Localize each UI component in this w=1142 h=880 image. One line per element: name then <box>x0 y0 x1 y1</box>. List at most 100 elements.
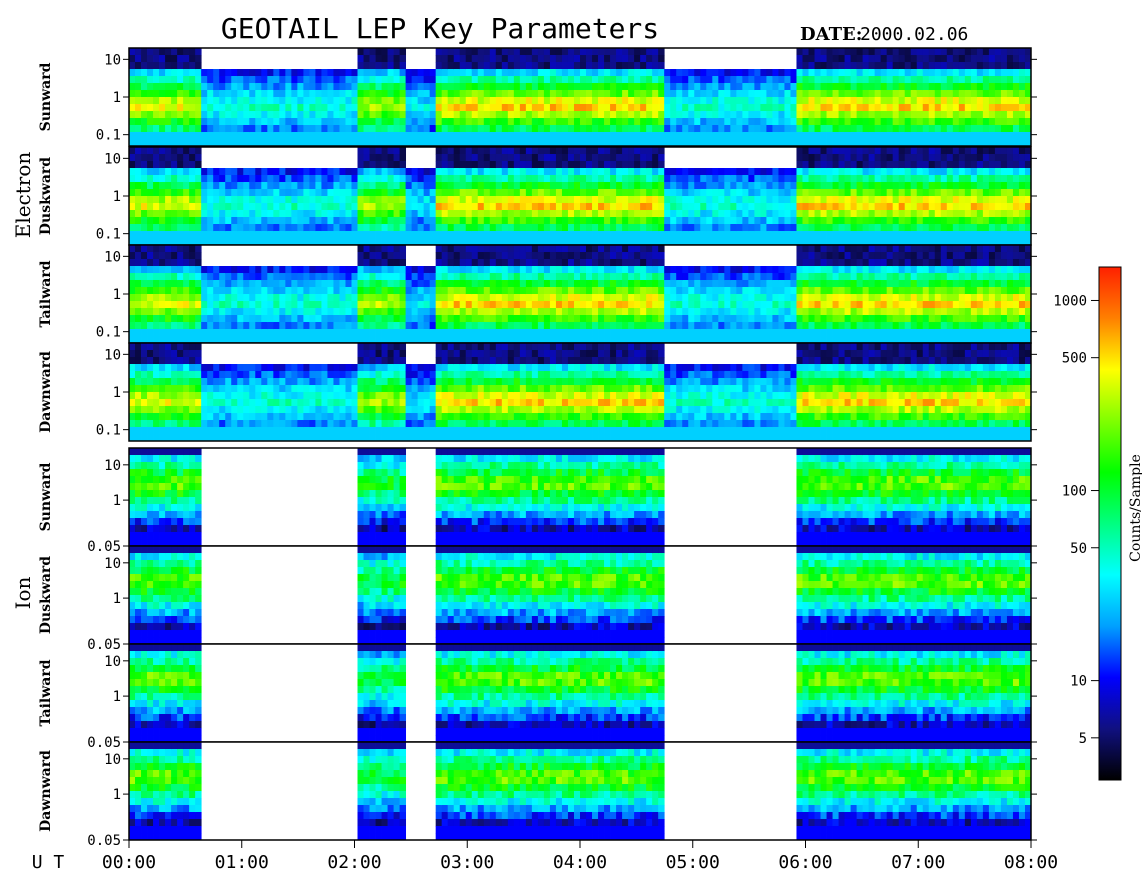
heatmap-cell <box>261 224 268 232</box>
heatmap-cell <box>658 83 665 91</box>
heatmap-cell <box>952 182 960 190</box>
heatmap-cell <box>640 147 647 155</box>
heatmap-cell <box>880 231 888 239</box>
heatmap-cell <box>495 83 503 91</box>
heatmap-cell <box>850 76 858 84</box>
heatmap-cell <box>237 118 244 126</box>
heatmap-cell <box>153 97 160 105</box>
heatmap-cell <box>315 203 322 211</box>
heatmap-cell <box>291 210 298 218</box>
heatmap-cell <box>231 196 238 204</box>
heatmap-cell <box>279 76 286 84</box>
heatmap-cell <box>910 210 918 218</box>
heatmap-cell <box>988 168 996 176</box>
heatmap-cell <box>898 147 906 155</box>
heatmap-cell <box>411 90 419 98</box>
heatmap-cell <box>892 125 900 133</box>
heatmap-cell <box>856 161 864 169</box>
heatmap-cell <box>261 287 268 295</box>
heatmap-cell <box>195 132 202 140</box>
heatmap-cell <box>525 147 533 155</box>
heatmap-cell <box>904 238 912 246</box>
heatmap-cell <box>994 62 1002 70</box>
heatmap-cell <box>147 154 154 162</box>
heatmap-cell <box>447 336 455 344</box>
heatmap-cell <box>519 48 527 56</box>
heatmap-cell <box>537 217 545 225</box>
heatmap-cell <box>694 139 701 147</box>
heatmap-cell <box>255 76 262 84</box>
heatmap-cell <box>225 238 232 246</box>
heatmap-cell <box>561 104 569 112</box>
heatmap-cell <box>375 203 382 211</box>
heatmap-cell <box>441 336 449 344</box>
heatmap-cell <box>429 315 437 323</box>
heatmap-cell <box>1024 97 1032 105</box>
heatmap-cell <box>255 210 262 218</box>
heatmap-cell <box>315 266 322 274</box>
heatmap-cell <box>892 104 900 112</box>
heatmap-cell <box>970 125 978 133</box>
heatmap-cell <box>141 224 148 232</box>
heatmap-cell <box>135 329 142 337</box>
heatmap-cell <box>700 203 707 211</box>
y-tick-label: 1 <box>113 90 121 106</box>
heatmap-cell <box>994 182 1002 190</box>
heatmap-cell <box>796 203 803 211</box>
heatmap-cell <box>393 329 400 337</box>
heatmap-cell <box>471 280 479 288</box>
heatmap-cell <box>171 224 178 232</box>
heatmap-cell <box>285 266 292 274</box>
heatmap-cell <box>507 182 515 190</box>
heatmap-cell <box>580 252 587 260</box>
heatmap-cell <box>964 62 972 70</box>
heatmap-cell <box>567 139 575 147</box>
heatmap-cell <box>622 147 629 155</box>
heatmap-cell <box>273 90 280 98</box>
heatmap-cell <box>1024 175 1032 183</box>
heatmap-cell <box>177 97 184 105</box>
heatmap-cell <box>459 301 467 309</box>
heatmap-cell <box>321 203 328 211</box>
heatmap-cell <box>243 203 250 211</box>
heatmap-cell <box>321 329 328 337</box>
heatmap-cell <box>610 118 617 126</box>
heatmap-cell <box>616 196 623 204</box>
heatmap-cell <box>411 111 419 119</box>
heatmap-cell <box>592 48 599 56</box>
heatmap-cell <box>309 182 316 190</box>
heatmap-cell <box>279 175 286 183</box>
heatmap-cell <box>399 48 407 56</box>
heatmap-cell <box>387 104 394 112</box>
heatmap-cell <box>507 154 515 162</box>
heatmap-cell <box>561 329 569 337</box>
heatmap-cell <box>567 231 575 239</box>
heatmap-cell <box>249 69 256 77</box>
heatmap-cell <box>195 104 202 112</box>
heatmap-cell <box>231 329 238 337</box>
heatmap-cell <box>928 139 936 147</box>
heatmap-cell <box>321 196 328 204</box>
heatmap-cell <box>994 210 1002 218</box>
heatmap-cell <box>171 97 178 105</box>
heatmap-cell <box>549 182 557 190</box>
heatmap-cell <box>249 203 256 211</box>
heatmap-cell <box>309 238 316 246</box>
heatmap-cell <box>922 139 930 147</box>
heatmap-cell <box>273 182 280 190</box>
heatmap-cell <box>531 245 539 253</box>
heatmap-cell <box>531 301 539 309</box>
heatmap-cell <box>255 111 262 119</box>
heatmap-cell <box>537 104 545 112</box>
heatmap-cell <box>802 125 809 133</box>
heatmap-cell <box>814 90 821 98</box>
heatmap-cell <box>844 132 851 140</box>
heatmap-cell <box>459 238 467 246</box>
heatmap-cell <box>537 147 545 155</box>
heatmap-cell <box>628 217 635 225</box>
heatmap-cell <box>135 97 142 105</box>
heatmap-cell <box>994 55 1002 63</box>
heatmap-cell <box>778 83 785 91</box>
heatmap-cell <box>910 125 918 133</box>
heatmap-cell <box>177 139 184 147</box>
